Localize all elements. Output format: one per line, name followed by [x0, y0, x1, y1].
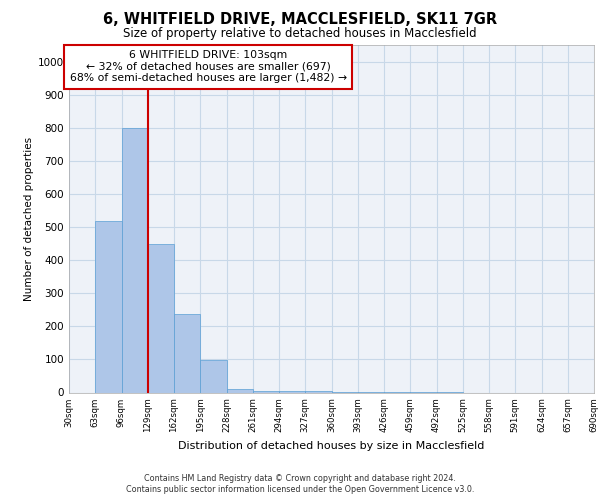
Text: Contains HM Land Registry data © Crown copyright and database right 2024.
Contai: Contains HM Land Registry data © Crown c…: [126, 474, 474, 494]
Text: Size of property relative to detached houses in Macclesfield: Size of property relative to detached ho…: [123, 28, 477, 40]
Bar: [174, 314, 200, 392]
Text: 6, WHITFIELD DRIVE, MACCLESFIELD, SK11 7GR: 6, WHITFIELD DRIVE, MACCLESFIELD, SK11 7…: [103, 12, 497, 28]
Y-axis label: Number of detached properties: Number of detached properties: [24, 136, 34, 301]
Text: 6 WHITFIELD DRIVE: 103sqm
← 32% of detached houses are smaller (697)
68% of semi: 6 WHITFIELD DRIVE: 103sqm ← 32% of detac…: [70, 50, 347, 84]
Bar: [148, 244, 174, 392]
X-axis label: Distribution of detached houses by size in Macclesfield: Distribution of detached houses by size …: [178, 440, 485, 450]
Bar: [305, 391, 331, 392]
Bar: [200, 360, 227, 392]
Bar: [279, 390, 305, 392]
Bar: [95, 220, 121, 392]
Bar: [253, 391, 279, 392]
Bar: [227, 389, 253, 392]
Bar: [121, 128, 148, 392]
